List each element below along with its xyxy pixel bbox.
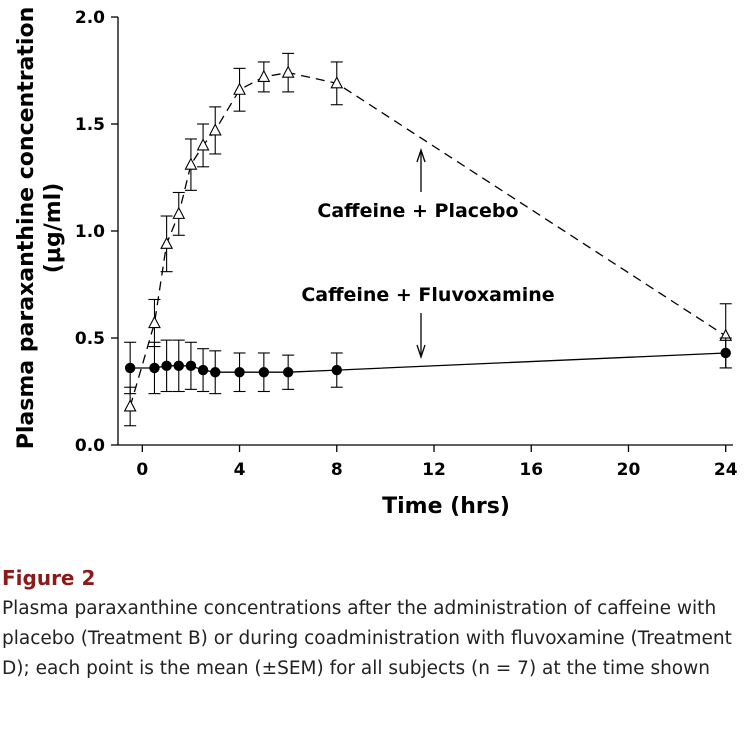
- figure-caption-text: Plasma paraxanthine concentrations after…: [2, 598, 732, 679]
- data-point: [172, 206, 186, 219]
- y-tick-label: 0.5: [75, 329, 105, 349]
- data-point: [123, 399, 137, 412]
- data-point: [281, 65, 295, 78]
- data-point: [184, 157, 198, 170]
- x-tick-label: 12: [422, 460, 446, 480]
- data-point: [720, 347, 731, 359]
- x-tick-label: 0: [136, 460, 148, 480]
- data-point: [148, 315, 161, 329]
- data-point: [196, 138, 210, 151]
- series-label-placebo: Caffeine + Placebo: [317, 200, 518, 222]
- data-point: [161, 360, 172, 372]
- series-label-fluvoxamine: Caffeine + Fluvoxamine: [301, 284, 554, 306]
- data-point: [257, 69, 271, 82]
- figure-caption: Figure 2 Plasma paraxanthine concentrati…: [2, 566, 746, 684]
- series-layer: [123, 52, 733, 427]
- data-point: [331, 364, 342, 376]
- data-point: [210, 367, 221, 378]
- data-point: [282, 367, 294, 378]
- x-tick-label: 20: [617, 460, 641, 480]
- arrow-placebo: [416, 147, 426, 192]
- x-axis-title: Time (hrs): [382, 494, 510, 519]
- data-point: [185, 360, 197, 372]
- y-tick-label: 1.0: [75, 222, 105, 242]
- data-point: [149, 362, 160, 374]
- y-axis-unit: (µg/ml): [41, 183, 66, 274]
- arrow-fluvoxamine: [416, 313, 426, 360]
- data-point: [234, 367, 245, 378]
- data-point: [258, 367, 270, 378]
- series-placebo: [123, 52, 733, 427]
- series-fluvoxamine: [124, 337, 732, 395]
- y-axis-title: Plasma paraxanthine concentration: [14, 7, 39, 449]
- x-tick-label: 4: [234, 460, 246, 480]
- x-tick-label: 16: [519, 460, 543, 480]
- data-point: [160, 236, 174, 249]
- figure-label: Figure 2: [2, 566, 96, 590]
- data-point: [233, 82, 246, 95]
- series-line: [129, 71, 727, 407]
- data-point: [197, 364, 209, 376]
- data-point: [208, 123, 222, 136]
- axes: 0.0 0.5 1.0 1.5 2.0 0 4 8 12 16 20 24: [75, 8, 738, 480]
- data-point: [124, 362, 136, 374]
- x-tick-label: 8: [331, 460, 343, 480]
- chart: 0.0 0.5 1.0 1.5 2.0 0 4 8 12 16 20 24 Plasma paraxa…: [14, 7, 738, 519]
- y-tick-label: 0.0: [75, 436, 105, 456]
- x-tick-label: 24: [714, 460, 738, 480]
- data-point: [330, 76, 344, 89]
- data-point: [173, 360, 184, 372]
- y-tick-label: 1.5: [75, 115, 105, 135]
- y-tick-label: 2.0: [75, 8, 105, 28]
